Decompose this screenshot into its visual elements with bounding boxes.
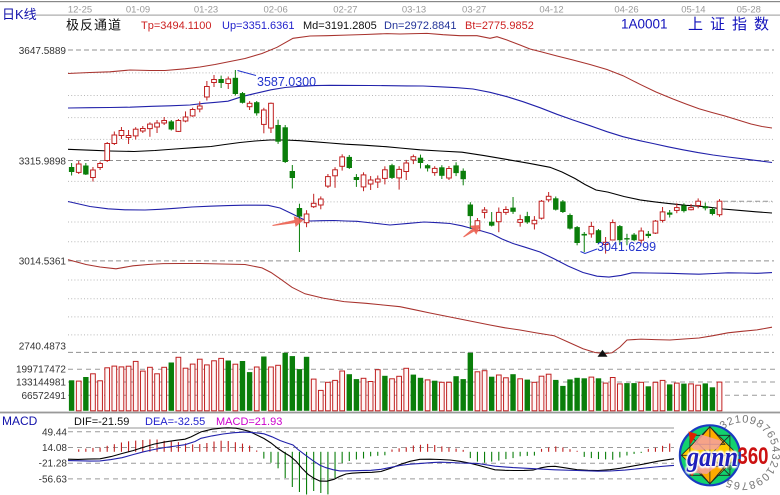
svg-text:199717472: 199717472 <box>16 365 66 376</box>
svg-text:05-14: 05-14 <box>681 5 705 16</box>
svg-text:3: 3 <box>718 419 730 432</box>
svg-text:5: 5 <box>725 476 735 489</box>
svg-text:2: 2 <box>767 459 780 469</box>
svg-text:7: 7 <box>741 479 748 491</box>
svg-text:Up=3351.6361: Up=3351.6361 <box>222 20 294 32</box>
svg-text:Md=3191.2805: Md=3191.2805 <box>303 20 377 32</box>
svg-text:1: 1 <box>763 465 776 477</box>
svg-text:1A0001: 1A0001 <box>621 17 668 32</box>
svg-text:8: 8 <box>747 477 756 490</box>
svg-text:03-13: 03-13 <box>402 5 426 16</box>
svg-text:极反通道: 极反通道 <box>66 18 122 33</box>
svg-text:日K线: 日K线 <box>2 7 37 22</box>
svg-text:9: 9 <box>748 414 758 427</box>
svg-text:01-09: 01-09 <box>126 5 150 16</box>
svg-text:Bt=2775.9852: Bt=2775.9852 <box>465 20 534 32</box>
svg-text:Dn=2972.8841: Dn=2972.8841 <box>384 20 456 32</box>
svg-text:14.08: 14.08 <box>42 443 67 454</box>
svg-text:®: ® <box>727 464 732 472</box>
svg-text:04-26: 04-26 <box>614 5 638 16</box>
svg-text:360: 360 <box>738 443 769 470</box>
svg-text:3: 3 <box>769 453 780 461</box>
svg-text:66572491: 66572491 <box>22 391 67 402</box>
svg-text:DEA=-32.55: DEA=-32.55 <box>145 416 205 428</box>
svg-text:-56.63: -56.63 <box>39 474 68 485</box>
svg-text:4: 4 <box>769 445 780 452</box>
svg-text:3014.5361: 3014.5361 <box>19 256 67 267</box>
svg-text:5: 5 <box>767 437 780 447</box>
svg-text:04-12: 04-12 <box>539 5 563 16</box>
svg-text:1: 1 <box>734 414 742 427</box>
svg-text:3647.5889: 3647.5889 <box>19 46 67 57</box>
svg-text:2: 2 <box>725 415 735 428</box>
svg-text:9: 9 <box>753 474 764 487</box>
svg-text:6: 6 <box>764 429 777 441</box>
svg-text:Tp=3494.1100: Tp=3494.1100 <box>141 20 211 32</box>
svg-text:01-23: 01-23 <box>194 5 218 16</box>
svg-text:12-25: 12-25 <box>68 5 92 16</box>
svg-text:49.44: 49.44 <box>42 427 67 438</box>
svg-text:05-28: 05-28 <box>737 5 761 16</box>
svg-text:2740.4873: 2740.4873 <box>19 342 67 353</box>
svg-text:MACD=21.93: MACD=21.93 <box>216 416 282 428</box>
svg-text:02-27: 02-27 <box>333 5 357 16</box>
svg-text:0: 0 <box>742 413 749 425</box>
svg-text:上证指数: 上证指数 <box>688 16 776 33</box>
svg-text:3315.9898: 3315.9898 <box>19 157 67 168</box>
svg-text:DIF=-21.59: DIF=-21.59 <box>74 416 129 428</box>
svg-text:02-06: 02-06 <box>263 5 287 16</box>
svg-text:03-27: 03-27 <box>462 5 486 16</box>
svg-text:8: 8 <box>754 418 765 431</box>
svg-text:-21.28: -21.28 <box>39 459 68 470</box>
svg-text:133144981: 133144981 <box>16 378 66 389</box>
svg-text:MACD: MACD <box>2 414 38 428</box>
svg-text:3041.6299: 3041.6299 <box>597 240 656 254</box>
svg-text:gann: gann <box>686 441 738 473</box>
svg-text:6: 6 <box>733 479 741 492</box>
svg-text:3587.0300: 3587.0300 <box>257 75 316 89</box>
